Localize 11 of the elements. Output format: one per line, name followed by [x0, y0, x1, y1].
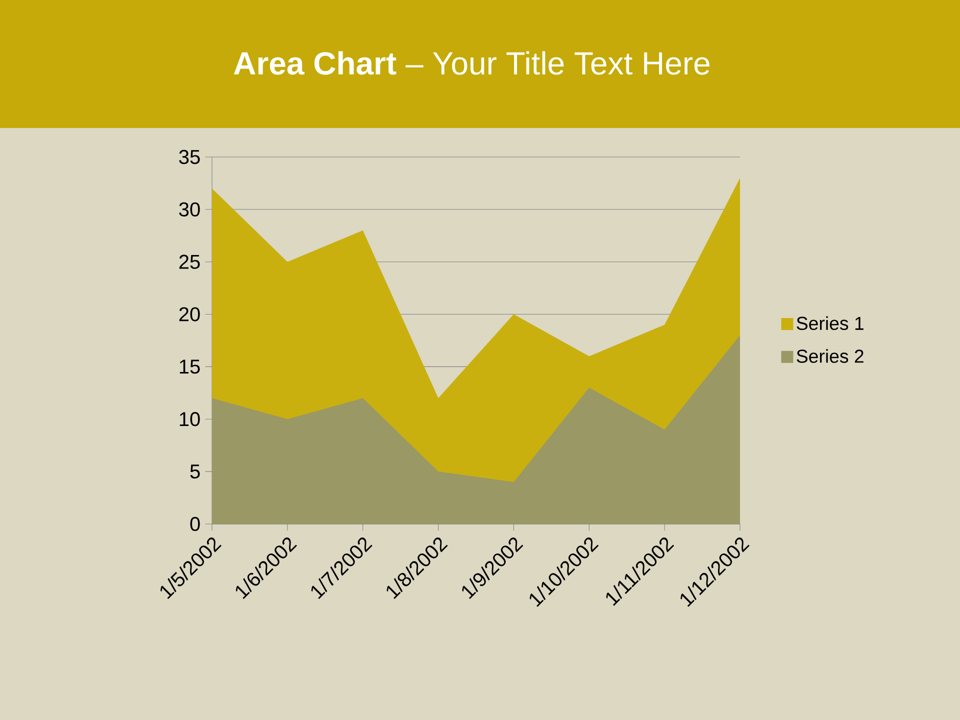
legend-label: Series 2	[796, 349, 864, 363]
y-tick-label: 30	[179, 202, 200, 216]
chart-title: Area Chart – Your Title Text Here	[234, 51, 710, 75]
legend-label: Series 1	[796, 316, 864, 330]
y-tick-label: 25	[179, 254, 200, 269]
y-tick-label: 10	[180, 412, 200, 426]
y-tick-label: 20	[179, 307, 200, 322]
y-tick-label: 5	[190, 464, 200, 479]
y-tick-label: 35	[179, 150, 200, 164]
y-tick-label: 0	[190, 516, 200, 532]
y-tick-label: 15	[180, 360, 200, 374]
